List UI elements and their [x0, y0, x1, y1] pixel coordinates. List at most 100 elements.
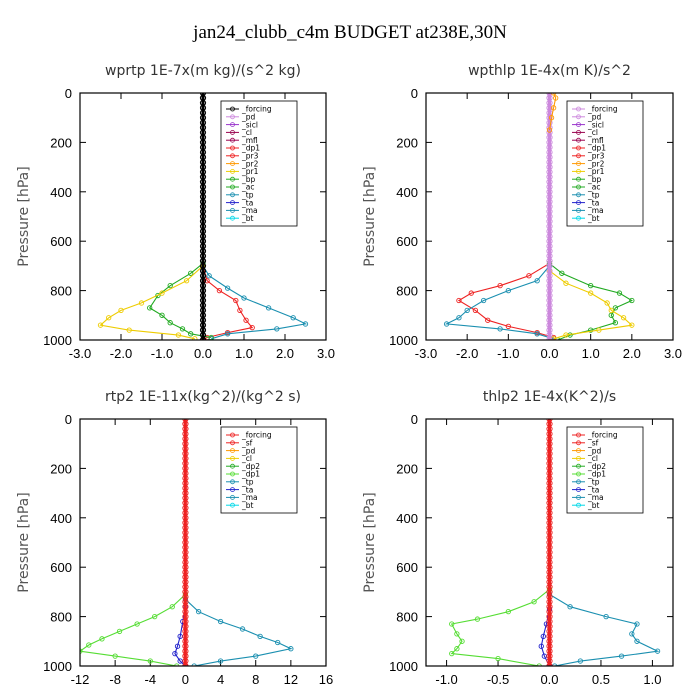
legend-label: _pd: [587, 113, 602, 122]
series-marker: [456, 297, 462, 304]
series-marker: [182, 662, 189, 666]
legend-label: _pr3: [241, 152, 259, 161]
series-marker: [596, 327, 602, 333]
legend-label: _cl: [241, 128, 252, 137]
series-marker: [634, 621, 640, 627]
legend-label: _pd: [241, 446, 256, 455]
legend-marker: [576, 153, 581, 159]
series-group: [80, 419, 294, 666]
y-tick-label: 0: [411, 86, 418, 101]
legend-marker: [230, 448, 235, 454]
x-tick-label: 3.0: [317, 346, 335, 361]
legend-label: _forcing: [587, 105, 618, 114]
series-line: [80, 593, 186, 666]
legend-marker: [230, 129, 235, 135]
x-tick-label: 0.0: [194, 346, 212, 361]
series-marker: [265, 305, 272, 311]
legend-marker: [230, 122, 235, 127]
plot-frame: [79, 92, 327, 341]
x-tick-label: 16: [319, 672, 333, 687]
series-marker: [634, 638, 640, 644]
y-tick-label: 0: [65, 86, 72, 101]
series-marker: [169, 604, 175, 610]
plot-frame: [425, 92, 674, 341]
series-marker: [480, 297, 487, 304]
y-axis-label: Pressure [hPa]: [16, 166, 32, 266]
legend-marker: [576, 137, 581, 143]
series-marker: [468, 290, 474, 296]
figure-title: jan24_clubb_c4m BUDGET at238E,30N: [192, 22, 507, 43]
legend-label: _dp2: [241, 462, 260, 471]
series-marker: [192, 336, 198, 340]
legend-marker: [576, 455, 581, 461]
series-group: [97, 93, 309, 340]
x-tick-label: 1.0: [643, 672, 661, 687]
series-line: [549, 593, 660, 666]
y-tick-label: 800: [396, 284, 418, 299]
legend-label: _bt: [241, 501, 254, 510]
series-marker: [629, 322, 635, 328]
x-tick-label: 0: [182, 672, 189, 687]
x-tick-label: 8: [252, 672, 259, 687]
y-tick-label: 600: [396, 560, 418, 575]
legend-label: _ma: [587, 206, 604, 215]
series-marker: [159, 312, 165, 318]
series-marker: [188, 331, 194, 337]
series-marker: [505, 609, 511, 615]
legend-marker: [576, 502, 581, 508]
legend-label: _sicl: [587, 120, 604, 129]
series-marker: [257, 633, 263, 640]
series-marker: [152, 613, 158, 620]
legend-marker: [230, 200, 235, 206]
series-line: [457, 262, 554, 339]
x-tick-label: -3.0: [69, 346, 91, 361]
y-tick-label: 800: [50, 610, 72, 625]
series-marker: [449, 651, 455, 657]
series-marker: [454, 646, 460, 652]
legend-marker: [230, 184, 235, 190]
series-marker: [290, 315, 296, 321]
series-marker: [505, 287, 511, 294]
legend-marker: [576, 200, 581, 206]
legend-label: _pd: [241, 113, 256, 122]
legend-marker: [576, 106, 581, 112]
series-marker: [534, 278, 540, 284]
series-marker: [456, 315, 462, 321]
series-marker: [237, 307, 243, 314]
series-marker: [275, 639, 281, 646]
legend-marker: [576, 176, 581, 182]
series-marker: [224, 285, 231, 291]
series-marker: [588, 290, 594, 296]
series-line: [99, 265, 204, 340]
series-marker: [629, 297, 635, 304]
series-marker: [616, 290, 623, 296]
series-marker: [449, 621, 455, 627]
series-marker: [249, 324, 255, 331]
legend-label: _dp1: [241, 470, 260, 479]
legend: _forcing_pd_sicl_cl_mfl_dp1_pr3_pr2_pr1_…: [566, 100, 644, 227]
x-tick-label: -1.0: [497, 346, 519, 361]
series-marker: [608, 312, 614, 318]
series-marker: [167, 283, 173, 289]
legend-marker: [576, 463, 581, 469]
legend-marker: [230, 168, 235, 174]
series-marker: [204, 278, 210, 284]
legend: _forcing_sf_pd_cl_dp2_dp1_tp_ta_ma_bt: [566, 426, 644, 514]
panel-title: wpthlp 1E-4x(m K)/s^2: [468, 63, 631, 79]
series-marker: [495, 655, 501, 662]
legend-marker: [576, 129, 581, 135]
y-tick-label: 200: [396, 135, 418, 150]
legend-marker: [230, 161, 235, 167]
series-marker: [577, 658, 584, 664]
legend-label: _tp: [241, 191, 254, 200]
series-marker: [531, 599, 537, 605]
legend-marker: [576, 145, 581, 151]
x-tick-label: -2.0: [110, 346, 132, 361]
legend-label: _sf: [587, 439, 599, 448]
legend-label: _ma: [241, 493, 258, 502]
series-marker: [112, 653, 118, 659]
series-marker: [534, 331, 540, 337]
series-marker: [553, 95, 559, 101]
y-tick-label: 200: [396, 461, 418, 476]
legend-marker: [230, 153, 235, 159]
